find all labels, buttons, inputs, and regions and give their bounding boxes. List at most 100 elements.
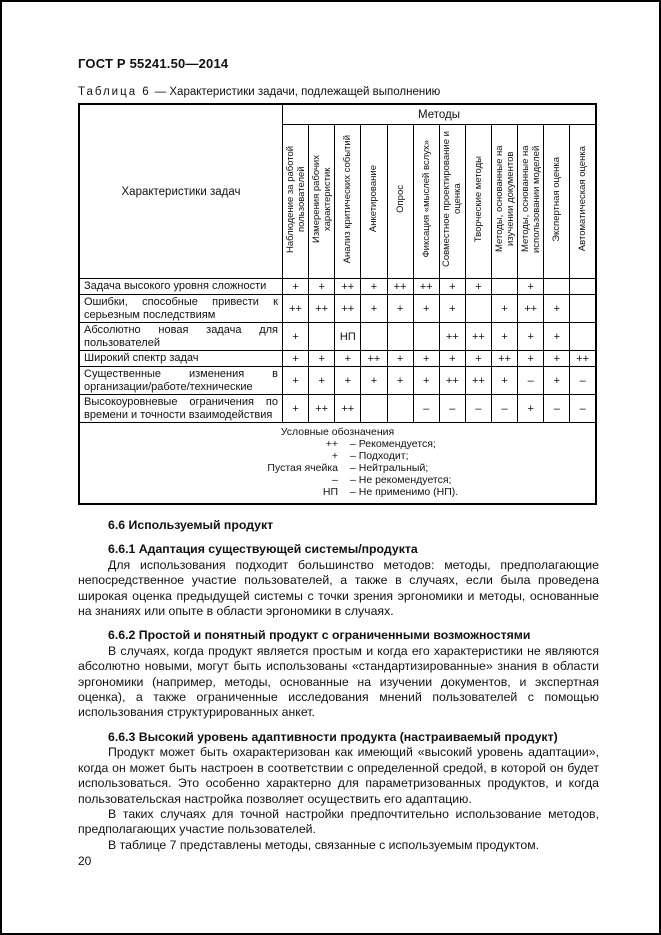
- table-row: Ошибки, способные привести к серьезным п…: [78, 294, 597, 323]
- body-paragraph: В случаях, когда продукт является просты…: [78, 643, 599, 720]
- legend-row: Условные обозначения ++ – Рекомендуется; +…: [78, 422, 597, 505]
- table-caption: Таблица 6— Характеристики задачи, подлеж…: [78, 86, 599, 98]
- cell-value: ++: [412, 278, 440, 295]
- body-paragraph: Для использования подходит большинство м…: [78, 557, 599, 619]
- method-column-header: Экспертная оценка: [543, 124, 571, 279]
- cell-value: +: [360, 294, 388, 323]
- legend-symbol: –: [332, 474, 338, 486]
- cell-value: +: [386, 294, 414, 323]
- method-column-header: Методы, основанные на изучении документо…: [490, 124, 519, 279]
- cell-value: +: [412, 294, 440, 323]
- cell-value: [569, 278, 597, 295]
- cell-value: [386, 394, 414, 423]
- method-column-label: Анкетирование: [368, 165, 380, 233]
- row-label: Задача высокого уровня сложности: [78, 278, 283, 295]
- body-paragraph: В таблице 7 представлены методы, связанн…: [108, 837, 540, 852]
- cell-value: +: [543, 322, 571, 351]
- cell-value: +: [438, 278, 466, 295]
- cell-value: +: [517, 394, 545, 423]
- section-heading: 6.6 Используемый продукт: [108, 518, 274, 532]
- cell-value: +: [543, 350, 571, 367]
- section: 6.6.2 Простой и понятный продукт с огран…: [78, 628, 599, 720]
- legend-symbol: ++: [325, 438, 338, 450]
- cell-value: [386, 322, 414, 351]
- methods-group-header: Методы: [282, 103, 597, 125]
- cell-value: ++: [490, 350, 519, 367]
- cell-value: +: [517, 278, 545, 295]
- cell-value: +: [360, 278, 388, 295]
- cell-value: +: [334, 366, 362, 395]
- cell-value: –: [517, 366, 545, 395]
- method-column-label: Опрос: [394, 185, 406, 213]
- body-paragraph: Продукт может быть охарактеризован как и…: [78, 745, 599, 806]
- cell-value: [490, 278, 519, 295]
- cell-value: [569, 322, 597, 351]
- table-row: Существенные изменения в организации/раб…: [78, 366, 597, 395]
- legend-symbol: НП: [322, 486, 338, 498]
- method-column-header: Измерения рабочих характеристик: [308, 124, 336, 279]
- legend-meaning: – Подходит;: [350, 450, 409, 462]
- table-header-row-columns: Наблюдение за работой пользователей Измер…: [79, 124, 597, 279]
- method-column-label: Совместное проектирование и оценка: [441, 131, 464, 267]
- cell-value: [464, 294, 493, 323]
- method-column-header: Совместное проектирование и оценка: [438, 124, 466, 279]
- cell-value: [412, 322, 440, 351]
- section: 6.6.1 Адаптация существующей системы/про…: [78, 542, 599, 619]
- cell-value: [360, 394, 388, 423]
- cell-value: +: [490, 294, 519, 323]
- cell-value: +: [281, 322, 310, 351]
- method-column-label: Творческие методы: [472, 155, 484, 243]
- table-row: Широкий спектр задач + + + ++ + + + + ++ + + ++: [78, 350, 597, 367]
- cell-value: +: [490, 366, 519, 395]
- method-column-label: Экспертная оценка: [551, 156, 563, 242]
- method-column-label: Наблюдение за работой пользователей: [284, 145, 307, 253]
- cell-value: ++: [360, 350, 388, 367]
- table-caption-label: Таблица 6: [78, 86, 151, 98]
- cell-value: ++: [308, 294, 336, 323]
- method-column-label: Автоматическая оценка: [577, 146, 589, 252]
- page-content: ГОСТ Р 55241.50—2014 Таблица 6— Характер…: [78, 56, 599, 853]
- cell-value: +: [386, 366, 414, 395]
- cell-value: ++: [569, 350, 597, 367]
- cell-value: ++: [517, 294, 545, 323]
- cell-value: ++: [308, 394, 336, 423]
- cell-value: –: [464, 394, 493, 423]
- cell-value: +: [464, 350, 493, 367]
- row-label: Широкий спектр задач: [78, 350, 283, 367]
- table-body: Задача высокого уровня сложности + + ++ + ++ +…: [78, 278, 597, 423]
- cell-value: ++: [464, 366, 493, 395]
- cell-value: –: [569, 366, 597, 395]
- cell-value: +: [438, 350, 466, 367]
- table-row: Высокоуровневые ограничения по времени и…: [78, 394, 597, 423]
- section-heading: 6.6.2 Простой и понятный продукт с огран…: [108, 628, 531, 643]
- cell-value: +: [281, 350, 310, 367]
- method-column-label: Измерения рабочих характеристик: [310, 155, 333, 243]
- method-column-header: Анализ критических событий: [334, 124, 362, 279]
- cell-value: +: [438, 294, 466, 323]
- row-label: Существенные изменения в организации/раб…: [78, 366, 283, 395]
- method-column-header: Автоматическая оценка: [569, 124, 597, 279]
- cell-value: +: [490, 322, 519, 351]
- cell-value: +: [281, 278, 310, 295]
- method-column-label: Фиксация «мыслей вслух»: [420, 140, 432, 258]
- cell-value: ++: [464, 322, 493, 351]
- body-paragraph: В таких случаях для точной настройки пре…: [78, 806, 599, 837]
- table-row: Абсолютно новая задача для пользователей…: [78, 322, 597, 351]
- legend-meaning: – Не рекомендуется;: [350, 474, 452, 486]
- method-column-header: Наблюдение за работой пользователей: [281, 124, 310, 279]
- legend-title: Условные обозначения: [280, 426, 395, 438]
- row-label: Ошибки, способные привести к серьезным п…: [78, 294, 283, 323]
- cell-value: +: [308, 366, 336, 395]
- method-column-label: Методы, основанные на изучении документо…: [493, 145, 516, 253]
- legend-symbol: +: [331, 450, 338, 462]
- row-label: Абсолютно новая задача для пользователей: [78, 322, 283, 351]
- document-number: ГОСТ Р 55241.50—2014: [78, 56, 229, 71]
- cell-value: +: [308, 350, 336, 367]
- method-column-header: Фиксация «мыслей вслух»: [412, 124, 440, 279]
- legend-grid: ++ – Рекомендуется; + – Подходит; Пустая яче…: [80, 438, 595, 498]
- cell-value: –: [543, 394, 571, 423]
- method-column-header: Опрос: [386, 124, 414, 279]
- method-column-label: Методы, основанные на использовании моде…: [519, 145, 542, 253]
- section: 6.6.3 Высокий уровень адаптивности проду…: [78, 730, 599, 853]
